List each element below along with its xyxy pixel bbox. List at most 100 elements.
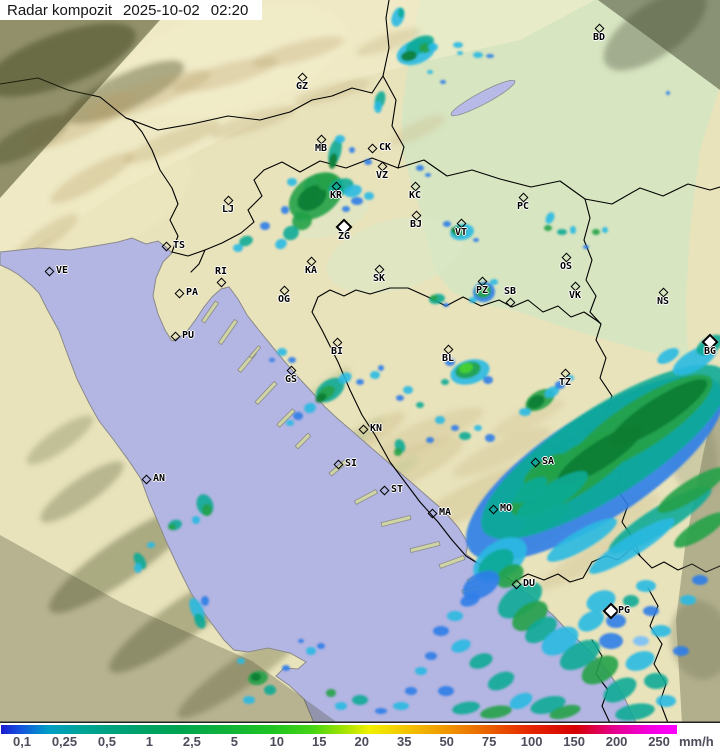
precip-cell	[509, 692, 533, 710]
precip-cell	[370, 371, 380, 379]
precip-cell	[168, 524, 176, 530]
legend-value: 5	[230, 734, 238, 749]
terrain-ridge	[49, 506, 195, 614]
precip-cell	[403, 386, 413, 394]
precip-cell	[281, 206, 289, 214]
precip-cell	[405, 687, 417, 695]
precip-cell	[335, 135, 345, 143]
precip-cell	[317, 643, 325, 649]
precip-cell	[557, 229, 567, 235]
precip-cell	[447, 611, 463, 621]
precip-cell	[415, 667, 427, 675]
legend-gradient-bar	[1, 725, 677, 734]
precip-cell	[496, 564, 524, 588]
precip-cell	[401, 50, 417, 62]
title-bar: Radar kompozit 2025-10-02 02:20	[0, 0, 262, 20]
precip-cell	[636, 580, 656, 592]
legend-value: 0,5	[97, 734, 116, 749]
precip-cell	[349, 147, 355, 153]
precip-cell	[583, 245, 589, 249]
precip-cell	[315, 393, 327, 403]
precip-cell	[633, 636, 649, 646]
terrain-ridge	[390, 115, 446, 145]
legend-value: 150	[563, 734, 585, 749]
sava-valley	[326, 216, 464, 294]
precip-cell	[394, 448, 402, 456]
legend-value: 10	[269, 734, 285, 749]
precip-cell	[433, 626, 449, 636]
precip-cell	[644, 673, 668, 689]
precip-cell	[603, 677, 637, 703]
precip-cell	[260, 222, 270, 230]
precip-cell	[416, 402, 424, 408]
legend-value: 0,25	[51, 734, 78, 749]
precip-cell	[297, 185, 327, 211]
precip-cell	[643, 606, 659, 616]
precip-cell	[134, 563, 142, 573]
precip-cell	[269, 358, 275, 362]
precip-cell	[342, 206, 350, 212]
precip-cell	[451, 425, 459, 431]
precip-cell	[680, 595, 696, 605]
precip-cell	[364, 192, 374, 200]
precip-cell	[487, 671, 515, 691]
precip-cell	[427, 70, 433, 74]
precip-cell	[201, 596, 209, 606]
precip-cell	[443, 303, 449, 307]
map-bottom-rule	[0, 721, 720, 723]
precip-cell	[592, 229, 600, 235]
terrain-ridge	[123, 120, 221, 164]
legend-value: 35	[396, 734, 412, 749]
precip-cell	[282, 665, 290, 671]
precip-cell	[440, 80, 446, 84]
precip-cell	[416, 165, 424, 171]
precip-cell	[326, 689, 336, 697]
terrain-ridge	[452, 426, 552, 478]
precip-cell	[625, 651, 655, 671]
precip-cell	[277, 348, 287, 356]
precip-cell	[239, 235, 253, 247]
legend-value: 100	[520, 734, 543, 749]
precip-cell	[518, 503, 572, 537]
precip-cell	[335, 702, 347, 710]
time-label: 02:20	[210, 1, 249, 19]
precip-cell	[459, 362, 473, 374]
precip-cell	[344, 184, 362, 198]
precip-cell	[351, 197, 363, 205]
precip-cell	[328, 153, 338, 169]
precip-cell	[375, 708, 387, 714]
precip-cell	[578, 610, 604, 632]
precip-cell	[486, 54, 494, 58]
precip-cell	[483, 376, 493, 384]
precip-cell	[445, 358, 455, 366]
precip-cell	[656, 695, 676, 707]
precip-cell	[602, 227, 608, 233]
precip-cell	[233, 244, 243, 252]
precip-cell	[657, 467, 720, 513]
precip-cell	[425, 173, 431, 177]
terrain-ridge	[47, 147, 193, 253]
terrain-ridge	[26, 415, 94, 465]
precip-cell	[547, 518, 617, 562]
legend-value: 200	[605, 734, 628, 749]
precip-cell	[396, 395, 404, 401]
legend-value: 0,1	[12, 734, 32, 749]
precip-cell	[286, 420, 294, 426]
precip-cell	[243, 696, 255, 704]
precip-cell	[428, 43, 438, 51]
precip-cell	[673, 646, 689, 656]
terrain-ridge	[210, 105, 296, 139]
precip-cell	[451, 227, 459, 233]
precip-cell	[523, 453, 567, 487]
precip-cell	[519, 408, 531, 416]
precip-cell	[557, 425, 643, 485]
lake-balaton	[450, 79, 516, 117]
precip-cell	[451, 639, 471, 653]
precip-cell	[512, 476, 548, 504]
legend-value: 250	[648, 734, 670, 749]
precipitation-layer	[133, 7, 720, 721]
precip-cell	[264, 685, 276, 695]
precip-cell	[283, 225, 299, 241]
precip-cell	[666, 91, 670, 95]
